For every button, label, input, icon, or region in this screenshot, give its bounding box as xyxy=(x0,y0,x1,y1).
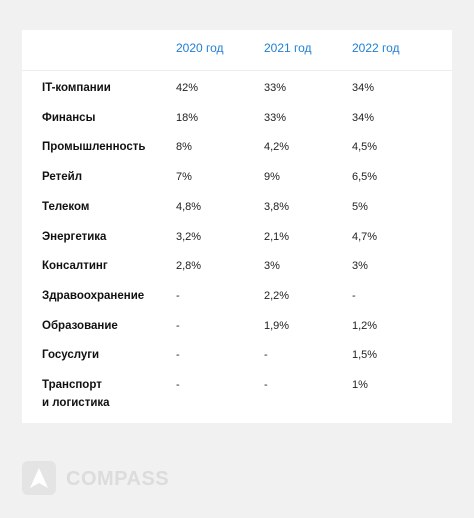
cell-value: 3,2% xyxy=(176,230,202,243)
cell-value: 33% xyxy=(264,82,287,94)
cell-value: 34% xyxy=(352,82,375,94)
row-label: Финансы xyxy=(42,111,96,124)
row-label: Консалтинг xyxy=(42,260,108,273)
cell-value: 1% xyxy=(352,379,368,391)
cell-value: 3% xyxy=(352,260,368,273)
row-label: IT-компании xyxy=(42,82,111,94)
cell-value: 1,5% xyxy=(352,349,378,362)
cell-value: 1,9% xyxy=(264,319,290,332)
cell-value: 9% xyxy=(264,171,280,184)
cell-value: 2,1% xyxy=(264,230,290,243)
cell-value: - xyxy=(176,319,180,332)
cell-value: 6,5% xyxy=(352,171,378,184)
cell-value: - xyxy=(176,379,180,391)
cell-value: - xyxy=(176,289,180,302)
cell-value: 18% xyxy=(176,111,199,124)
cell-value: 2,2% xyxy=(264,289,290,302)
row-label: Здравоохранение xyxy=(42,289,145,302)
cell-value: - xyxy=(264,379,268,391)
cell-value: - xyxy=(264,349,268,362)
row-label: Телеком xyxy=(42,200,90,213)
row-label: Госуслуги xyxy=(42,349,100,362)
cell-value: 4,7% xyxy=(352,230,378,243)
cell-value: 4,8% xyxy=(176,200,202,213)
row-label: Ретейл xyxy=(42,171,83,184)
row-label: Промышленность xyxy=(42,141,146,154)
column-header: 2022 год xyxy=(352,41,400,55)
brand-name: COMPASS xyxy=(66,468,170,490)
cell-value: 8% xyxy=(176,141,192,154)
column-header: 2021 год xyxy=(264,41,312,55)
logo-icon xyxy=(22,461,56,495)
cell-value: 4,5% xyxy=(352,141,378,154)
cell-value: 3,8% xyxy=(264,200,290,213)
cell-value: 34% xyxy=(352,111,375,124)
cell-value: 33% xyxy=(264,111,287,124)
cell-value: 7% xyxy=(176,171,192,184)
row-label: Образование xyxy=(42,319,118,332)
table-card: 2020 год 2021 год 2022 год IT-компании 42% 33… xyxy=(22,30,452,423)
cell-value: 2,8% xyxy=(176,260,202,273)
row-label: Энергетика xyxy=(42,230,107,243)
cell-value: 5% xyxy=(352,200,368,213)
header-divider xyxy=(22,70,452,71)
cell-value: 3% xyxy=(264,260,280,273)
cell-value: 42% xyxy=(176,82,199,94)
column-header: 2020 год xyxy=(176,41,224,55)
row-label: Транспорт и логистика xyxy=(42,379,110,409)
cell-value: 4,2% xyxy=(264,141,290,154)
cell-value: 1,2% xyxy=(352,319,378,332)
logo-glyph xyxy=(30,468,48,488)
cell-value: - xyxy=(352,289,356,302)
cell-value: - xyxy=(176,349,180,362)
